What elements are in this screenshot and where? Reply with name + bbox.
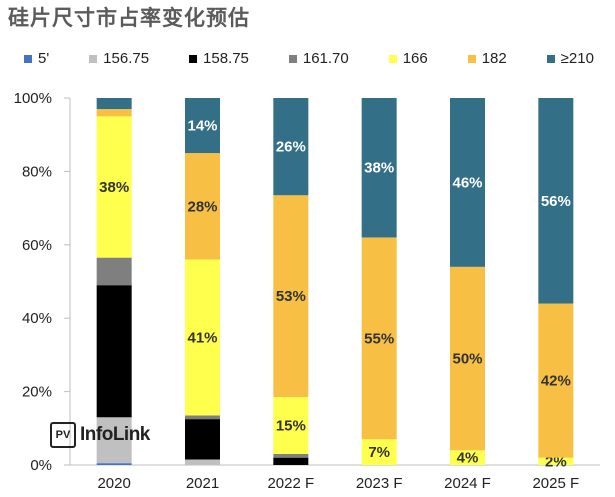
- legend-item: ≥210: [546, 50, 594, 67]
- infolink-logo: PV InfoLink: [50, 422, 150, 448]
- bar-segment: [96, 417, 132, 464]
- bar-segment: [361, 237, 397, 440]
- bar-segment: [96, 116, 132, 258]
- legend: 5' 156.75 158.75 161.70 166 182 ≥210: [24, 50, 594, 67]
- x-tick-label: 2025 F: [532, 475, 579, 492]
- x-tick-label: 2021: [186, 475, 219, 492]
- logo-text: InfoLink: [80, 424, 150, 445]
- data-label: 46%: [452, 174, 482, 191]
- x-tick-label: 2022 F: [267, 475, 314, 492]
- data-label: 41%: [187, 329, 217, 346]
- data-label: 55%: [364, 330, 394, 347]
- bar-segment: [185, 153, 220, 260]
- bar-segment: [538, 457, 574, 465]
- legend-swatch: [89, 54, 98, 63]
- data-label: 4%: [457, 450, 479, 467]
- legend-label: ≥210: [560, 50, 594, 67]
- bar-segment: [273, 457, 309, 465]
- bar-segment: [96, 109, 132, 117]
- y-tick-label: 0%: [30, 457, 52, 474]
- legend-item: 166: [388, 50, 428, 67]
- data-label: 38%: [99, 179, 129, 196]
- data-label: 56%: [541, 193, 571, 210]
- legend-item: 5': [24, 50, 49, 67]
- pv-logo-icon: PV: [50, 422, 76, 448]
- legend-swatch: [24, 54, 32, 63]
- bar-segment: [185, 415, 220, 420]
- bar-segment: [185, 419, 220, 460]
- bar-segment: [185, 98, 220, 154]
- legend-label: 182: [481, 50, 507, 67]
- bar-segment: [96, 257, 132, 286]
- bar-segment: [361, 439, 397, 465]
- y-tick-label: 100%: [14, 90, 52, 107]
- bar-segment: [96, 463, 132, 465]
- legend-swatch: [189, 54, 198, 63]
- bar-segment: [273, 98, 309, 196]
- bar-segment: [450, 98, 485, 267]
- data-label: 7%: [368, 444, 390, 461]
- bar-segment: [185, 459, 220, 465]
- legend-label: 5': [38, 50, 50, 67]
- bar-segment: [538, 303, 574, 458]
- bar-segment: [361, 98, 397, 238]
- y-tick-label: 40%: [22, 310, 52, 327]
- y-tick-label: 20%: [22, 384, 52, 401]
- bar-segment: [273, 397, 309, 454]
- y-tick-label: 80%: [22, 163, 52, 180]
- legend-item: 182: [467, 50, 507, 67]
- chart-title: 硅片尺寸市占率变化预估: [8, 6, 250, 30]
- data-label: 53%: [276, 288, 306, 305]
- legend-label: 166: [402, 50, 428, 67]
- legend-swatch: [546, 54, 555, 63]
- bar-segment: [96, 98, 132, 110]
- legend-label: 158.75: [203, 50, 249, 67]
- legend-label: 156.75: [103, 50, 150, 67]
- data-label: 38%: [364, 160, 394, 177]
- legend-item: 158.75: [189, 50, 249, 67]
- bar-segment: [273, 453, 309, 458]
- data-label: 26%: [276, 139, 306, 156]
- y-tick-label: 60%: [22, 237, 52, 254]
- data-label: 28%: [187, 198, 217, 215]
- data-label: 42%: [541, 373, 571, 390]
- bar-segment: [538, 98, 574, 304]
- bar-segment: [450, 450, 485, 465]
- x-tick-label: 2020: [97, 475, 130, 492]
- legend-swatch: [467, 54, 476, 63]
- legend-swatch: [388, 54, 397, 63]
- bar-segment: [185, 259, 220, 416]
- legend-label: 161.70: [302, 50, 349, 67]
- data-label: 50%: [452, 351, 482, 368]
- x-tick-label: 2023 F: [356, 475, 403, 492]
- data-label: 15%: [276, 418, 306, 435]
- legend-item: 161.70: [288, 50, 349, 67]
- bar-segment: [450, 266, 485, 451]
- legend-swatch: [288, 54, 297, 63]
- bar-segment: [96, 285, 132, 418]
- data-label: 14%: [187, 118, 217, 135]
- x-tick-label: 2024 F: [444, 475, 491, 492]
- bar-segment: [273, 195, 309, 398]
- legend-item: 156.75: [89, 50, 149, 67]
